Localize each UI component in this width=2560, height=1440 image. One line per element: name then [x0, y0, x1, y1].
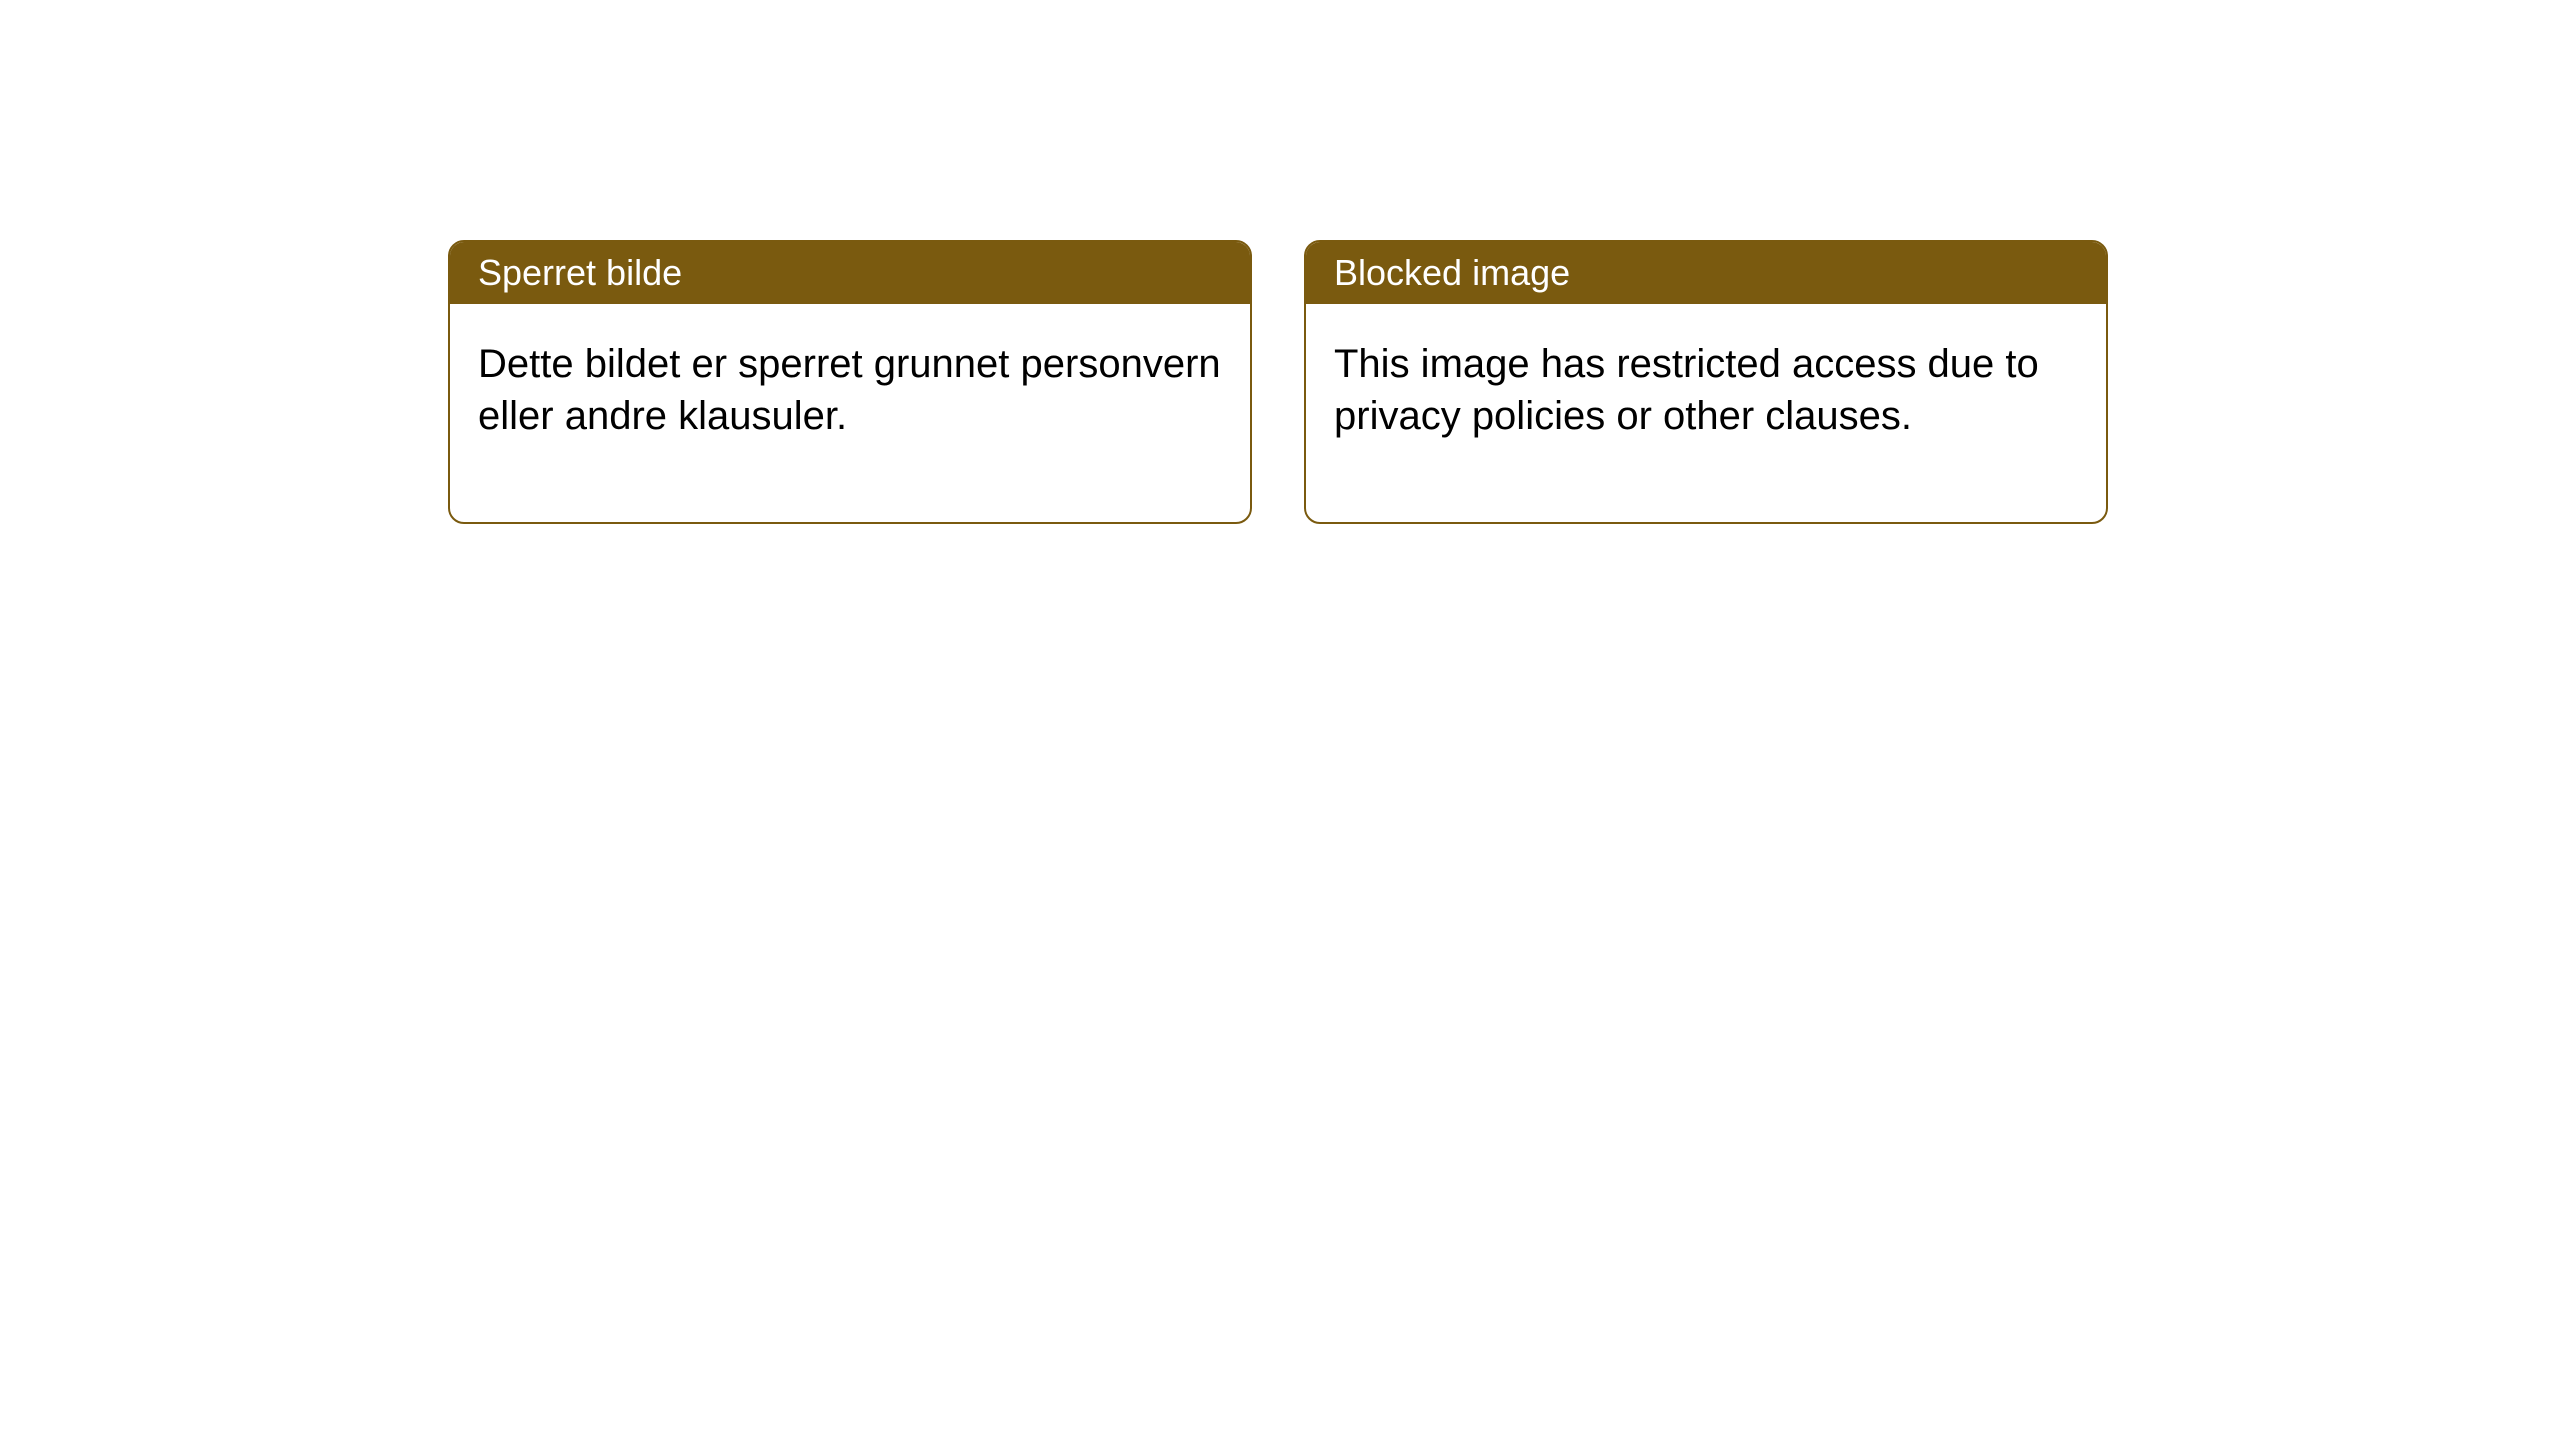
- notice-box-norwegian: Sperret bilde Dette bildet er sperret gr…: [448, 240, 1252, 524]
- notice-container: Sperret bilde Dette bildet er sperret gr…: [0, 0, 2560, 524]
- notice-body-text: This image has restricted access due to …: [1334, 342, 2039, 438]
- notice-header: Sperret bilde: [450, 242, 1250, 304]
- notice-body: Dette bildet er sperret grunnet personve…: [450, 304, 1250, 522]
- notice-header: Blocked image: [1306, 242, 2106, 304]
- notice-body-text: Dette bildet er sperret grunnet personve…: [478, 342, 1221, 438]
- notice-box-english: Blocked image This image has restricted …: [1304, 240, 2108, 524]
- notice-title: Blocked image: [1334, 252, 1570, 293]
- notice-body: This image has restricted access due to …: [1306, 304, 2106, 522]
- notice-title: Sperret bilde: [478, 252, 682, 293]
